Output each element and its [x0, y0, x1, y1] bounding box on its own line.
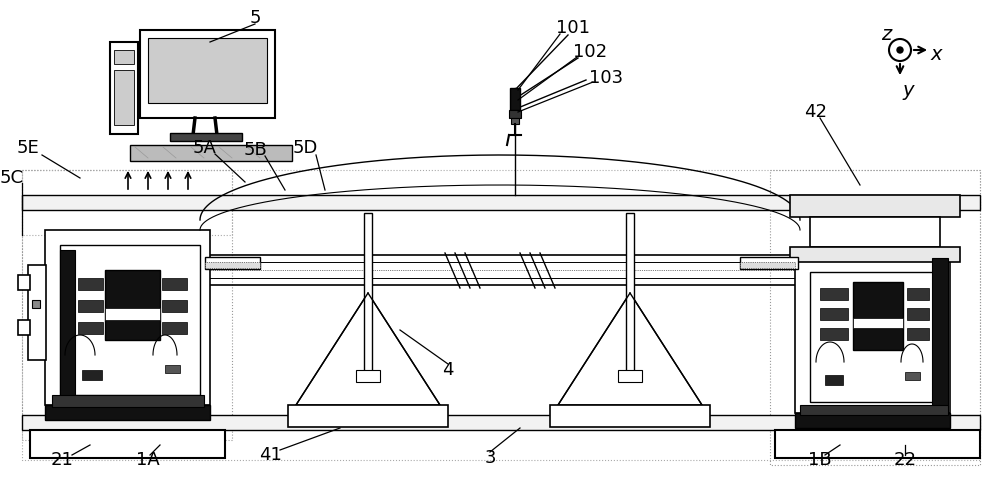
Bar — [550, 405, 710, 427]
Bar — [205, 262, 260, 268]
Bar — [618, 370, 642, 382]
Bar — [22, 415, 980, 430]
Text: 5B: 5B — [243, 141, 267, 159]
Text: 4: 4 — [442, 361, 454, 379]
Text: 22: 22 — [894, 451, 916, 469]
Text: 1A: 1A — [136, 451, 160, 469]
Text: z: z — [881, 24, 891, 43]
Bar — [810, 272, 935, 402]
Bar — [78, 300, 103, 312]
Text: 5A: 5A — [193, 139, 217, 157]
Bar — [820, 288, 848, 300]
Bar — [364, 213, 372, 378]
Text: 102: 102 — [573, 43, 607, 61]
Bar — [356, 370, 380, 382]
Bar — [162, 322, 187, 334]
Bar — [820, 308, 848, 320]
Bar — [45, 405, 210, 420]
Text: 5D: 5D — [292, 139, 318, 157]
Bar — [130, 145, 292, 161]
Bar — [740, 262, 795, 268]
Bar — [78, 322, 103, 334]
Bar — [22, 170, 232, 440]
Bar — [205, 257, 260, 269]
Bar — [30, 430, 225, 458]
Bar — [795, 413, 950, 428]
Bar — [82, 370, 102, 380]
Bar — [795, 258, 950, 413]
Polygon shape — [296, 293, 440, 405]
Bar — [907, 288, 929, 300]
Circle shape — [897, 47, 903, 53]
Bar — [78, 278, 103, 290]
Bar — [820, 328, 848, 340]
Bar — [165, 365, 180, 373]
Bar — [105, 308, 160, 320]
Bar — [140, 30, 275, 118]
Bar — [32, 300, 40, 308]
Bar — [932, 258, 948, 413]
Bar — [770, 170, 980, 465]
Text: 3: 3 — [484, 449, 496, 467]
Text: 42: 42 — [804, 103, 828, 121]
Bar — [60, 250, 75, 410]
Text: 21: 21 — [51, 451, 73, 469]
Text: 41: 41 — [259, 446, 281, 464]
Bar — [52, 395, 204, 407]
Text: x: x — [930, 45, 942, 64]
Bar — [511, 118, 519, 124]
Bar — [170, 133, 242, 141]
Bar — [114, 70, 134, 125]
Bar — [509, 110, 521, 118]
Bar — [790, 195, 960, 217]
Bar — [162, 300, 187, 312]
Bar — [907, 328, 929, 340]
Bar — [22, 170, 232, 235]
Bar — [810, 217, 940, 247]
Bar — [825, 375, 843, 385]
Polygon shape — [558, 293, 702, 405]
Bar — [853, 318, 903, 328]
Bar — [114, 50, 134, 64]
Bar — [626, 213, 634, 378]
Bar — [60, 245, 200, 395]
Bar — [18, 275, 30, 290]
Text: y: y — [902, 81, 914, 100]
Bar — [853, 282, 903, 350]
Bar — [22, 170, 980, 460]
Bar — [45, 230, 210, 405]
Bar — [162, 278, 187, 290]
Bar — [907, 308, 929, 320]
Bar — [510, 88, 520, 110]
Text: 5C: 5C — [0, 169, 24, 187]
Bar — [775, 430, 980, 458]
Bar — [28, 265, 46, 360]
Bar — [800, 405, 948, 415]
Text: 5: 5 — [249, 9, 261, 27]
Circle shape — [889, 39, 911, 61]
Bar — [22, 195, 980, 210]
Bar — [110, 42, 138, 134]
Bar — [148, 38, 267, 103]
Bar — [105, 270, 160, 340]
Bar — [288, 405, 448, 427]
Bar — [790, 247, 960, 262]
Text: 101: 101 — [556, 19, 590, 37]
Bar — [18, 320, 30, 335]
Bar — [905, 372, 920, 380]
Bar — [740, 257, 798, 269]
Text: 103: 103 — [589, 69, 623, 87]
Text: 1B: 1B — [808, 451, 832, 469]
Text: 5E: 5E — [17, 139, 39, 157]
